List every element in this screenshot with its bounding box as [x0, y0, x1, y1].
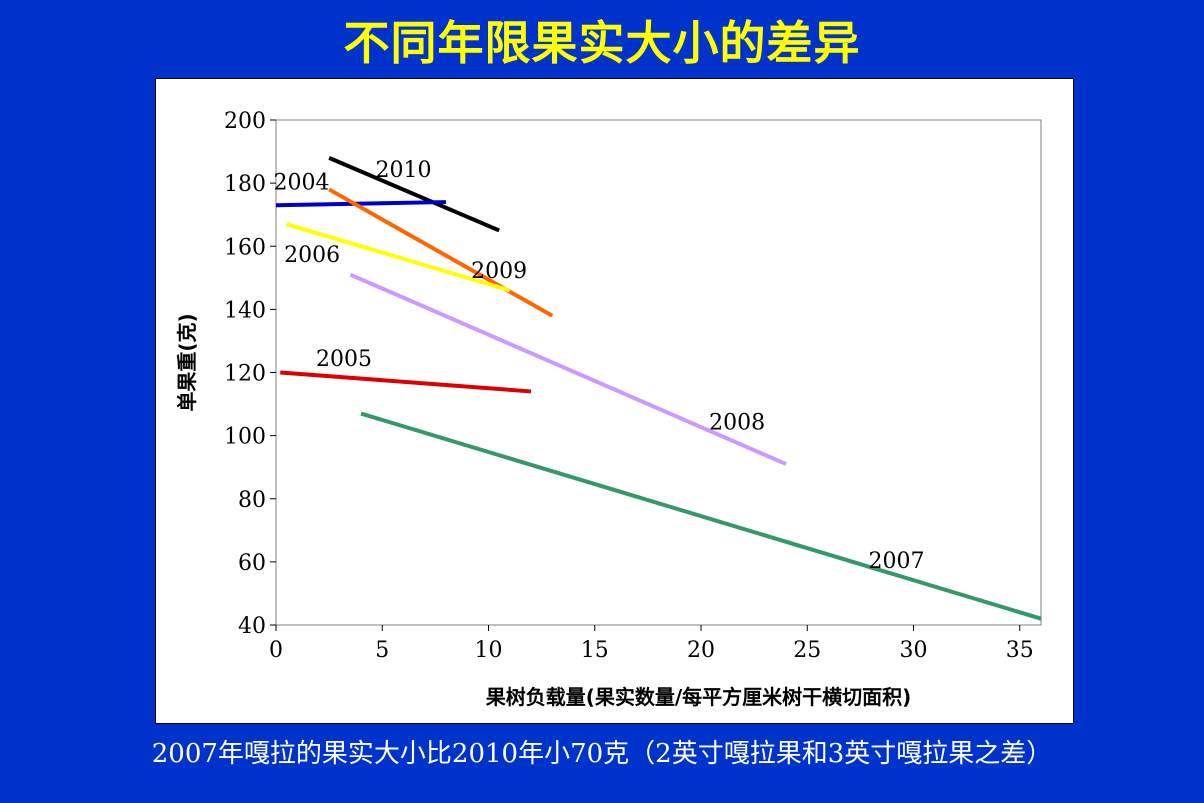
y-tick-label: 200 — [224, 109, 266, 134]
x-tick-label: 10 — [475, 638, 503, 663]
chart-panel: 40 60 80 100 120 140 160 180 200 0 5 10 15 20 25 30 35 2… — [155, 78, 1074, 724]
series-line-2008 — [349, 272, 787, 466]
y-tick-label: 180 — [224, 172, 266, 197]
y-tick-label: 100 — [224, 425, 266, 450]
x-tick-label: 25 — [793, 638, 821, 663]
x-tick-label: 0 — [269, 638, 283, 663]
y-axis-label: 单果重(克) — [175, 313, 199, 411]
series-label-2008: 2008 — [709, 410, 765, 435]
x-tick-label: 15 — [581, 638, 609, 663]
slide-title: 不同年限果实大小的差异 — [343, 16, 861, 70]
x-axis-label: 果树负载量(果实数量/每平方厘米树干横切面积) — [486, 685, 912, 709]
series-line-2007 — [360, 411, 1042, 621]
series-label-2006: 2006 — [284, 243, 340, 268]
series-label-2004: 2004 — [274, 170, 330, 195]
series-line-2006 — [286, 222, 511, 293]
chart-ticks: 40 60 80 100 120 140 160 180 200 0 5 10 15 20 25 30 35 — [224, 109, 1034, 663]
y-tick-label: 80 — [238, 488, 266, 513]
series-label-2010: 2010 — [376, 158, 432, 183]
series-line-2005 — [280, 370, 532, 394]
chart-series-labels: 2010 2004 2009 2006 2008 2005 2007 — [274, 158, 925, 574]
y-tick-label: 60 — [238, 551, 266, 576]
caption: 2007年嘎拉的果实大小比2010年小70克（2英寸嘎拉果和3英寸嘎拉果之差） — [151, 739, 1053, 769]
series-line-2009 — [328, 187, 554, 318]
x-tick-label: 5 — [375, 638, 389, 663]
series-line-2010 — [328, 156, 500, 233]
x-tick-label: 35 — [1006, 638, 1034, 663]
x-tick-label: 20 — [687, 638, 715, 663]
y-tick-label: 160 — [224, 235, 266, 260]
x-tick-label: 30 — [900, 638, 928, 663]
line-chart: 40 60 80 100 120 140 160 180 200 0 5 10 15 20 25 30 35 2… — [175, 109, 1042, 709]
series-label-2007: 2007 — [869, 549, 925, 574]
y-tick-label: 140 — [224, 298, 266, 323]
plot-frame — [275, 119, 1042, 626]
chart-series — [275, 156, 1042, 621]
series-line-2004 — [275, 200, 447, 208]
chart-axes — [275, 119, 1042, 626]
series-label-2005: 2005 — [316, 347, 372, 372]
y-tick-label: 40 — [238, 614, 266, 639]
series-label-2009: 2009 — [471, 259, 527, 284]
y-tick-label: 120 — [224, 362, 266, 387]
